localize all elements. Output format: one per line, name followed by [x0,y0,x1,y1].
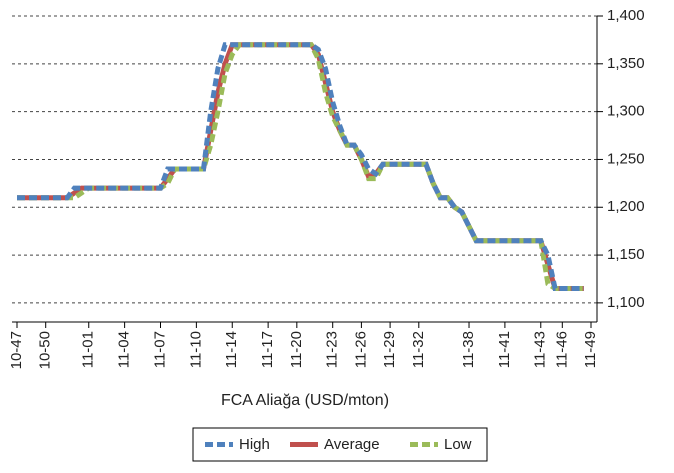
x-tick-label: 10-47 [8,331,25,369]
legend-label: Low [444,436,472,453]
x-tick-label: 11-14 [223,331,240,368]
y-tick-label: 1,200 [607,198,645,215]
x-tick-label: 11-10 [187,331,204,368]
y-tick-label: 1,250 [607,150,645,167]
x-tick-label: 11-17 [259,331,276,368]
x-tick-label: 11-46 [553,331,570,368]
x-tick-label: 11-23 [324,331,341,368]
x-tick-label: 11-49 [582,331,599,368]
x-tick-label: 11-20 [288,331,305,368]
series-line [17,42,584,291]
x-tick-label: 11-29 [381,331,398,368]
x-tick-label: 11-41 [496,331,513,368]
legend-label: High [239,436,270,453]
x-tick-label: 11-04 [116,331,133,368]
legend-label: Average [324,436,380,453]
y-tick-label: 1,300 [607,103,645,120]
x-tick-label: 11-07 [151,331,168,368]
y-tick-label: 1,100 [607,294,645,311]
x-tick-label: 11-01 [80,331,97,368]
x-tick-label: 11-32 [410,331,427,368]
y-tick-label: 1,350 [607,55,645,72]
legend-box [192,427,488,462]
x-tick-label: 10-50 [37,331,54,369]
series-line [17,42,584,291]
x-axis-label: FCA Aliağa (USD/mton) [221,392,389,409]
x-tick-label: 11-38 [460,331,477,368]
y-tick-label: 1,150 [607,246,645,263]
series-line [17,42,584,291]
x-tick-label: 11-43 [532,331,549,368]
x-tick-label: 11-26 [352,331,369,368]
y-tick-label: 1,400 [607,7,645,24]
